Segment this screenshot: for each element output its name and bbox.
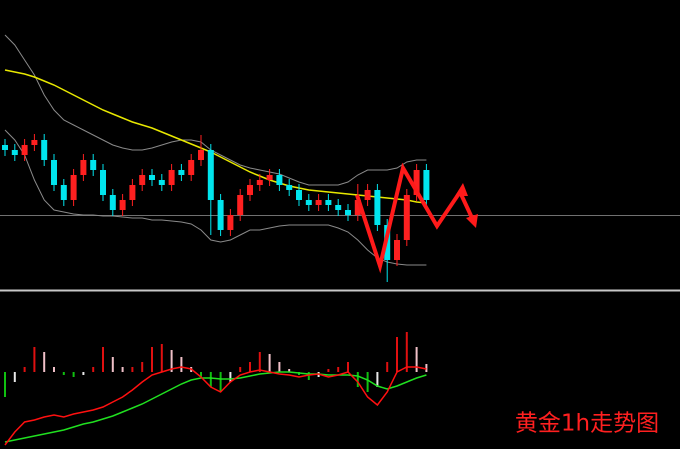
candle-body bbox=[119, 200, 126, 210]
candle-body bbox=[100, 170, 106, 195]
candle-body bbox=[364, 190, 371, 200]
arrowhead bbox=[455, 183, 468, 196]
candle-body bbox=[345, 210, 351, 215]
candle-body bbox=[276, 175, 283, 185]
candle-body bbox=[207, 150, 214, 200]
signal-line bbox=[4, 371, 427, 443]
candle-body bbox=[90, 160, 97, 170]
candle-body bbox=[21, 145, 28, 155]
candle-body bbox=[325, 200, 332, 205]
candle-body bbox=[139, 175, 146, 185]
candle-body bbox=[178, 170, 185, 175]
candle-body bbox=[315, 200, 322, 205]
candle-body bbox=[158, 180, 165, 185]
candle-body bbox=[394, 240, 400, 260]
candle-body bbox=[109, 195, 116, 210]
candle-body bbox=[217, 200, 224, 230]
candle-body bbox=[2, 145, 8, 150]
candle-body bbox=[247, 185, 253, 195]
candle-body bbox=[41, 140, 48, 160]
candle-body bbox=[188, 160, 195, 175]
candle-body bbox=[60, 185, 67, 200]
candle-body bbox=[335, 205, 342, 210]
candle-body bbox=[80, 160, 87, 175]
candle-body bbox=[286, 185, 293, 190]
plot bbox=[2, 34, 430, 446]
candle-body bbox=[256, 180, 263, 185]
candle-body bbox=[354, 200, 361, 215]
arrowhead bbox=[466, 214, 478, 228]
moving-average bbox=[4, 69, 427, 204]
forecast-arrow bbox=[355, 162, 475, 274]
candle-body bbox=[51, 160, 57, 185]
candle-body bbox=[413, 170, 420, 195]
candle-body bbox=[198, 150, 204, 160]
lower-band bbox=[4, 129, 427, 266]
upper-band bbox=[4, 34, 427, 186]
macd-line bbox=[4, 366, 427, 446]
candle-body bbox=[296, 190, 302, 200]
candle-body bbox=[129, 185, 136, 200]
candle-body bbox=[266, 175, 273, 180]
candle-body bbox=[11, 150, 18, 155]
candle-body bbox=[423, 170, 430, 200]
candle-body bbox=[374, 190, 381, 225]
candle-body bbox=[149, 175, 155, 180]
candle-body bbox=[31, 140, 38, 145]
candle-body bbox=[403, 195, 410, 240]
candle-body bbox=[305, 200, 312, 205]
candle-body bbox=[168, 170, 175, 185]
candle-body bbox=[70, 175, 77, 200]
chart-title: 黄金1h走势图 bbox=[515, 411, 659, 437]
forecast-path bbox=[355, 162, 475, 274]
candle-body bbox=[227, 215, 234, 230]
candle-body bbox=[237, 195, 244, 215]
